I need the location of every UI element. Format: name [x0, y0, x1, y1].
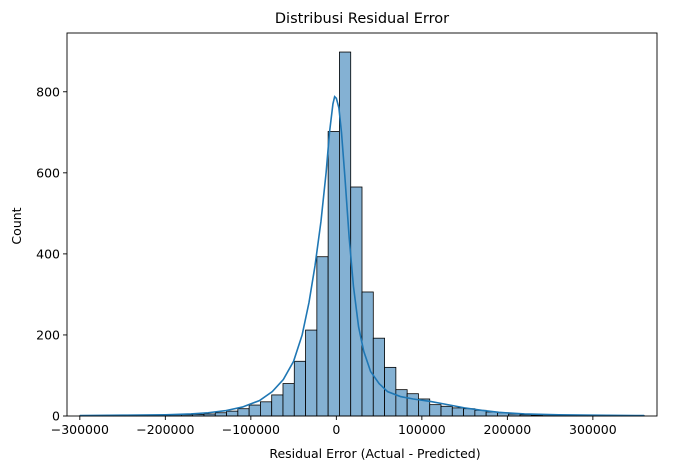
y-axis-ticks: 0 200 400 600 800 — [36, 84, 67, 424]
x-tick-label: −200000 — [136, 422, 194, 437]
x-axis-label: Residual Error (Actual - Predicted) — [269, 446, 480, 461]
histogram-bar — [271, 394, 284, 417]
y-axis-label: Count — [9, 207, 24, 244]
x-tick-label: −300000 — [51, 422, 109, 437]
y-tick-label: 400 — [36, 246, 60, 261]
histogram-bar — [282, 383, 295, 417]
histogram-bar — [237, 408, 250, 417]
histogram-bar — [214, 412, 227, 417]
y-tick-label: 0 — [52, 409, 60, 424]
histogram-bar — [440, 405, 453, 417]
x-tick-label: −100000 — [222, 422, 280, 437]
kde-line — [79, 95, 645, 417]
histogram-bar — [361, 291, 374, 417]
histogram-bar — [406, 393, 419, 417]
histogram-bar — [395, 389, 408, 417]
histogram-bar — [384, 366, 397, 417]
histogram-bar — [327, 131, 340, 417]
chart-title: Distribusi Residual Error — [275, 11, 449, 27]
x-tick-label: 200000 — [484, 422, 532, 437]
y-tick-label: 200 — [36, 327, 60, 342]
histogram-bar — [260, 401, 273, 417]
histogram-bar — [293, 360, 306, 417]
histogram-bar — [248, 404, 261, 417]
y-tick-label: 600 — [36, 165, 60, 180]
plot-frame — [66, 32, 658, 417]
x-tick-label: 100000 — [398, 422, 446, 437]
x-tick-label: 0 — [332, 422, 340, 437]
histogram-bar — [226, 410, 239, 417]
histogram-bar — [429, 404, 442, 417]
histogram-bar — [305, 329, 318, 417]
x-tick-label: 300000 — [569, 422, 617, 437]
histogram-bars — [79, 51, 645, 417]
y-tick-label: 800 — [36, 84, 60, 99]
histogram-bar — [350, 186, 363, 417]
histogram-bar — [316, 256, 329, 417]
histogram-bar — [451, 407, 464, 417]
x-axis-ticks: −300000 −200000 −100000 0 100000 200000 300000 — [51, 416, 617, 437]
